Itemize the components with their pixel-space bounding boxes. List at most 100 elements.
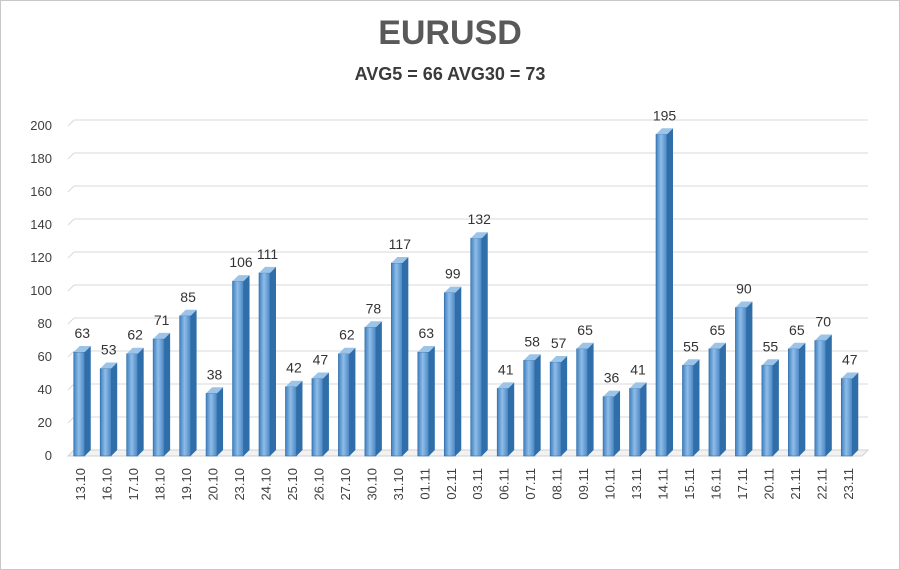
bar	[417, 351, 430, 457]
data-label: 41	[630, 361, 646, 377]
data-label: 36	[604, 370, 620, 386]
bar-side	[746, 301, 753, 456]
bar	[496, 388, 509, 457]
data-label: 78	[366, 300, 382, 316]
data-label: 57	[551, 335, 567, 351]
data-label: 106	[229, 254, 253, 270]
x-tick-label: 31.10	[391, 468, 406, 501]
bar	[708, 348, 721, 457]
bar	[391, 262, 403, 457]
bar-top	[206, 387, 224, 394]
y-tick-label: 0	[45, 448, 52, 463]
y-tick-label: 60	[38, 349, 52, 364]
x-tick-label: 20.10	[206, 468, 221, 501]
y-tick-label: 180	[30, 151, 52, 166]
bar	[285, 386, 297, 457]
gridline-diagonal	[67, 284, 75, 292]
bar-side	[322, 372, 329, 456]
bar-top	[550, 355, 568, 362]
x-tick-label: 07.11	[523, 468, 538, 500]
bar	[682, 364, 694, 457]
data-label: 38	[207, 366, 223, 382]
data-label: 90	[736, 281, 752, 297]
y-tick-label: 140	[30, 217, 52, 232]
gridline-diagonal	[67, 119, 75, 127]
bar-top	[417, 346, 435, 353]
bar-side	[190, 309, 197, 456]
gridline-diagonal	[67, 185, 75, 193]
x-tick-label: 06.11	[497, 468, 512, 500]
data-label: 65	[577, 322, 593, 338]
bar-side	[852, 372, 859, 456]
bar-top	[444, 286, 462, 293]
bar	[629, 388, 641, 457]
bar	[205, 392, 218, 457]
bar	[258, 272, 271, 457]
bars	[73, 128, 859, 457]
bar	[232, 280, 244, 457]
chart-title: EURUSD	[378, 14, 522, 52]
bar	[814, 340, 827, 457]
bar-side	[111, 362, 118, 456]
bar	[576, 348, 588, 457]
bar	[179, 315, 191, 457]
bar-side	[693, 359, 700, 456]
y-tick-label: 200	[30, 118, 52, 133]
data-label: 47	[842, 351, 858, 367]
bar-side	[164, 332, 171, 456]
bar-top	[179, 309, 197, 316]
x-tick-label: 03.11	[470, 468, 485, 500]
bar-side	[561, 355, 568, 456]
bar	[523, 359, 535, 457]
gridline-diagonal	[67, 152, 75, 160]
bar-side	[270, 266, 276, 456]
x-tick-label: 21.11	[788, 468, 803, 500]
bar-top	[761, 359, 779, 366]
bar-top	[523, 354, 541, 361]
bar-top	[153, 332, 171, 339]
bar-top	[814, 334, 832, 341]
bar-top	[708, 342, 726, 349]
data-label: 85	[180, 289, 196, 305]
bar-side	[137, 347, 144, 456]
gridline-diagonal	[67, 317, 75, 325]
x-tick-label: 13.10	[73, 468, 88, 501]
bar-top	[682, 359, 700, 366]
bar-side	[428, 346, 435, 456]
data-label: 53	[101, 342, 117, 358]
data-label: 47	[313, 351, 329, 367]
y-tick-label: 40	[38, 382, 52, 397]
bar-side	[402, 256, 409, 456]
gridline-diagonal	[67, 383, 75, 391]
gridline-diagonal	[67, 251, 75, 259]
x-tick-label: 22.11	[814, 468, 829, 500]
bar	[761, 364, 774, 457]
data-label: 71	[154, 312, 170, 328]
bar-top	[232, 275, 250, 282]
bar-top	[497, 382, 515, 389]
data-label: 111	[257, 246, 278, 262]
bar-side	[772, 359, 779, 456]
bar-top	[311, 372, 329, 379]
bar-side	[719, 342, 726, 456]
bar-top	[788, 342, 806, 349]
chart-subtitle: AVG5 = 66 AVG30 = 73	[354, 64, 546, 84]
bar-side	[508, 382, 515, 456]
bar-top	[629, 382, 647, 389]
bar-top	[126, 347, 144, 354]
x-tick-label: 23.11	[841, 468, 856, 500]
bar-top	[73, 346, 91, 353]
y-tick-label: 80	[38, 316, 52, 331]
bar-side	[667, 128, 673, 456]
y-tick-label: 100	[30, 283, 52, 298]
bar-top	[259, 266, 276, 273]
bar	[152, 338, 165, 457]
x-tick-label: 17.11	[735, 468, 750, 500]
bar-side	[296, 380, 303, 456]
x-tick-label: 02.11	[444, 468, 459, 500]
bar-side	[481, 232, 488, 456]
bar-top	[603, 390, 621, 397]
x-tick-label: 20.11	[761, 468, 776, 500]
x-tick-label: 01.11	[417, 468, 432, 500]
